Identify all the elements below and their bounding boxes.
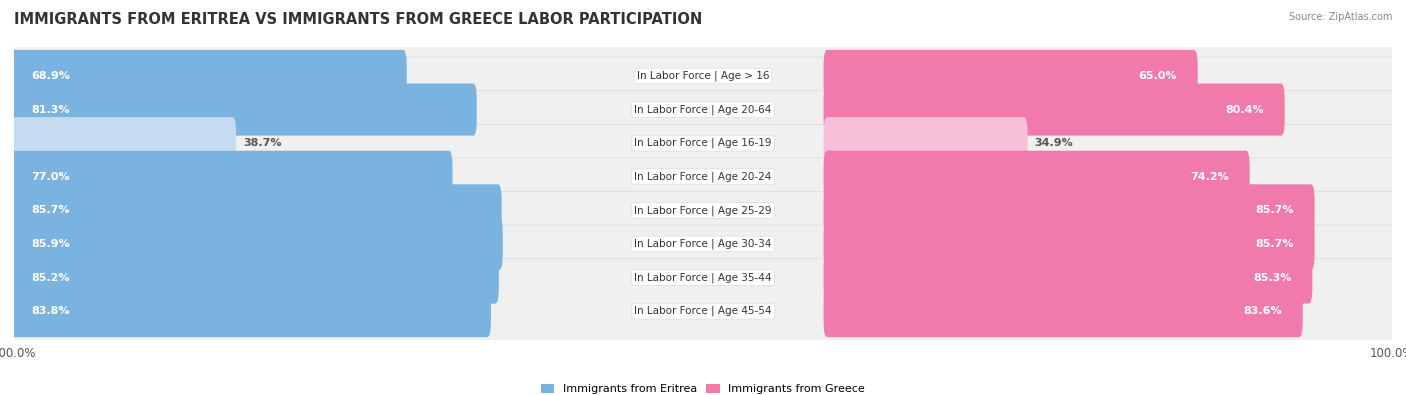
Text: In Labor Force | Age > 16: In Labor Force | Age > 16 — [637, 71, 769, 81]
Text: 85.7%: 85.7% — [1256, 239, 1294, 249]
Text: IMMIGRANTS FROM ERITREA VS IMMIGRANTS FROM GREECE LABOR PARTICIPATION: IMMIGRANTS FROM ERITREA VS IMMIGRANTS FR… — [14, 12, 703, 27]
FancyBboxPatch shape — [11, 50, 406, 102]
FancyBboxPatch shape — [6, 259, 1400, 363]
FancyBboxPatch shape — [11, 83, 477, 135]
Text: In Labor Force | Age 30-34: In Labor Force | Age 30-34 — [634, 239, 772, 249]
FancyBboxPatch shape — [11, 252, 499, 304]
FancyBboxPatch shape — [6, 225, 1400, 330]
FancyBboxPatch shape — [824, 151, 1250, 203]
Text: 85.9%: 85.9% — [31, 239, 70, 249]
Text: 83.6%: 83.6% — [1243, 306, 1282, 316]
FancyBboxPatch shape — [824, 218, 1315, 270]
Legend: Immigrants from Eritrea, Immigrants from Greece: Immigrants from Eritrea, Immigrants from… — [536, 379, 870, 395]
Text: 85.7%: 85.7% — [1256, 205, 1294, 215]
Text: 85.2%: 85.2% — [31, 273, 70, 282]
FancyBboxPatch shape — [824, 117, 1028, 169]
Text: In Labor Force | Age 45-54: In Labor Force | Age 45-54 — [634, 306, 772, 316]
FancyBboxPatch shape — [11, 184, 502, 236]
Text: 85.7%: 85.7% — [31, 205, 70, 215]
FancyBboxPatch shape — [11, 151, 453, 203]
Text: In Labor Force | Age 35-44: In Labor Force | Age 35-44 — [634, 272, 772, 283]
FancyBboxPatch shape — [824, 83, 1285, 135]
Text: In Labor Force | Age 16-19: In Labor Force | Age 16-19 — [634, 138, 772, 149]
FancyBboxPatch shape — [824, 285, 1303, 337]
FancyBboxPatch shape — [11, 285, 491, 337]
Text: 65.0%: 65.0% — [1139, 71, 1177, 81]
FancyBboxPatch shape — [824, 50, 1198, 102]
Text: 85.3%: 85.3% — [1253, 273, 1292, 282]
Text: 68.9%: 68.9% — [31, 71, 70, 81]
FancyBboxPatch shape — [11, 117, 236, 169]
Text: In Labor Force | Age 25-29: In Labor Force | Age 25-29 — [634, 205, 772, 216]
FancyBboxPatch shape — [6, 124, 1400, 229]
FancyBboxPatch shape — [6, 158, 1400, 263]
Text: In Labor Force | Age 20-64: In Labor Force | Age 20-64 — [634, 104, 772, 115]
Text: 34.9%: 34.9% — [1035, 138, 1073, 148]
FancyBboxPatch shape — [6, 24, 1400, 128]
FancyBboxPatch shape — [11, 218, 503, 270]
FancyBboxPatch shape — [824, 252, 1312, 304]
FancyBboxPatch shape — [6, 57, 1400, 162]
Text: Source: ZipAtlas.com: Source: ZipAtlas.com — [1288, 12, 1392, 22]
Text: 74.2%: 74.2% — [1191, 172, 1229, 182]
FancyBboxPatch shape — [6, 91, 1400, 196]
Text: 38.7%: 38.7% — [243, 138, 281, 148]
Text: In Labor Force | Age 20-24: In Labor Force | Age 20-24 — [634, 171, 772, 182]
Text: 77.0%: 77.0% — [31, 172, 70, 182]
FancyBboxPatch shape — [824, 184, 1315, 236]
Text: 80.4%: 80.4% — [1226, 105, 1264, 115]
Text: 81.3%: 81.3% — [31, 105, 70, 115]
FancyBboxPatch shape — [6, 192, 1400, 296]
Text: 83.8%: 83.8% — [31, 306, 70, 316]
